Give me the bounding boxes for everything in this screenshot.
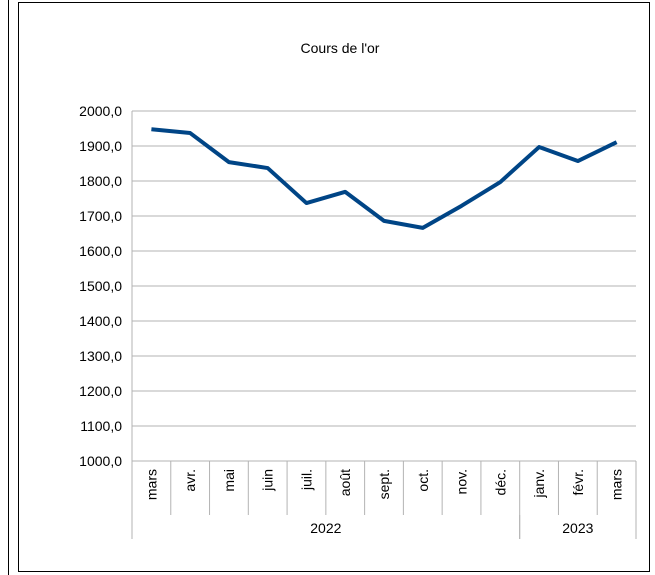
x-tick-label: août	[337, 469, 353, 496]
x-tick-label: avr.	[182, 469, 198, 492]
y-tick-label: 2000,0	[79, 103, 122, 119]
y-tick-label: 1600,0	[79, 243, 122, 259]
chart-frame	[18, 2, 650, 572]
y-tick-label: 1300,0	[79, 348, 122, 364]
x-tick-label: oct.	[415, 469, 431, 492]
x-tick-label: nov.	[454, 469, 470, 494]
y-tick-label: 1900,0	[79, 138, 122, 154]
y-tick-label: 1100,0	[80, 418, 122, 434]
x-tick-label: juil.	[298, 469, 314, 491]
x-tick-label: mars	[609, 469, 625, 500]
x-tick-label: févr.	[570, 469, 586, 495]
x-tick-label: mai	[221, 469, 237, 492]
data-line	[151, 127, 618, 230]
y-tick-label: 1800,0	[79, 173, 122, 189]
x-tick-label: sept.	[376, 469, 392, 499]
x-tick-label: mars	[143, 469, 159, 500]
x-tick-label: juin	[260, 469, 276, 492]
y-tick-label: 1700,0	[79, 208, 122, 224]
group-label: 2022	[310, 520, 341, 536]
x-tick-label: janv.	[531, 469, 547, 499]
x-tick-label: déc.	[492, 469, 508, 495]
y-tick-label: 1000,0	[79, 453, 122, 469]
y-tick-label: 1500,0	[79, 278, 122, 294]
chart-title: Cours de l'or	[301, 40, 380, 56]
group-label: 2023	[562, 520, 593, 536]
y-tick-label: 1200,0	[79, 383, 122, 399]
y-tick-label: 1400,0	[79, 313, 122, 329]
